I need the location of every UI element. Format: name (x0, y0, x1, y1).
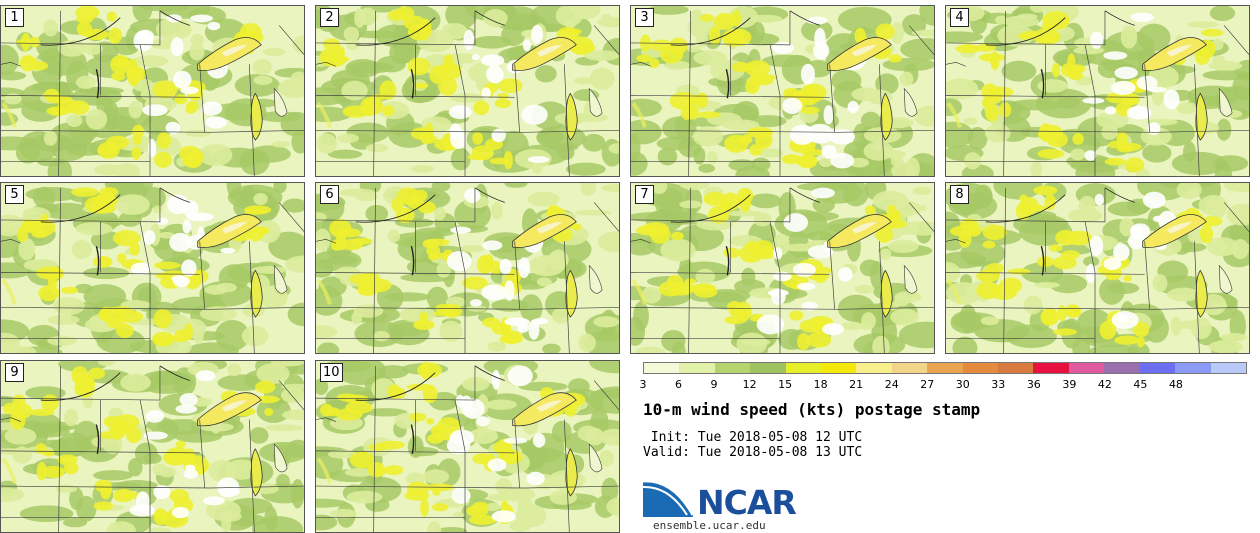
wind-speed-map (946, 183, 1249, 353)
colorbar-segment (962, 363, 999, 373)
ensemble-member-panel: 1 (0, 5, 305, 177)
colorbar-tick-label: 30 (955, 378, 970, 391)
ensemble-member-panel: 6 (315, 182, 620, 354)
colorbar-tick-label: 12 (742, 378, 757, 391)
member-number: 4 (950, 8, 969, 27)
ensemble-member-panel: 7 (630, 182, 935, 354)
colorbar-segment (998, 363, 1034, 373)
colorbar-segment (714, 363, 751, 373)
ensemble-member-panel: 2 (315, 5, 620, 177)
colorbar-segment (679, 363, 715, 373)
ensemble-member-panel: 4 (945, 5, 1250, 177)
colorbar-tick-label: 24 (884, 378, 899, 391)
wind-speed-map (1, 183, 304, 353)
wind-speed-map (1, 6, 304, 176)
colorbar-tick-label: 48 (1168, 378, 1183, 391)
colorbar-tick-label: 33 (991, 378, 1006, 391)
site-url[interactable]: ensemble.ucar.edu (653, 519, 766, 532)
ensemble-member-panel: 9 (0, 360, 305, 533)
colorbar-segment (750, 363, 786, 373)
colorbar-tick-label: 18 (813, 378, 828, 391)
member-number: 8 (950, 185, 969, 204)
colorbar-ticks: 3 6 9 12 15 18 21 24 27 30 33 36 39 42 45 48 (639, 378, 1247, 392)
colorbar-segment (927, 363, 963, 373)
init-time: Init: Tue 2018-05-08 12 UTC (643, 430, 863, 445)
colorbar-tick-label: 9 (710, 378, 718, 391)
ensemble-member-panel: 8 (945, 182, 1250, 354)
member-number: 7 (635, 185, 654, 204)
colorbar-tick-label: 42 (1097, 378, 1112, 391)
colorbar-tick-label: 3 (639, 378, 647, 391)
wind-speed-map (316, 361, 619, 532)
colorbar-segment (1104, 363, 1140, 373)
colorbar-tick-label: 36 (1026, 378, 1041, 391)
ensemble-member-panel: 5 (0, 182, 305, 354)
member-number: 3 (635, 8, 654, 27)
colorbar (643, 362, 1247, 374)
member-number: 9 (5, 363, 24, 382)
member-number: 6 (320, 185, 339, 204)
ncar-logo-icon (643, 477, 695, 517)
colorbar-tick-label: 45 (1133, 378, 1148, 391)
colorbar-tick-label: 6 (675, 378, 683, 391)
colorbar-segment (1139, 363, 1176, 373)
colorbar-segment (644, 363, 680, 373)
colorbar-segment (1033, 363, 1069, 373)
member-number: 5 (5, 185, 24, 204)
colorbar-segment (1175, 363, 1211, 373)
wind-speed-map (946, 6, 1249, 176)
wind-speed-map (1, 361, 304, 532)
ncar-wordmark: NCAR (697, 483, 797, 522)
colorbar-tick-label: 27 (920, 378, 935, 391)
member-number: 2 (320, 8, 339, 27)
member-number: 10 (320, 363, 343, 382)
valid-time: Valid: Tue 2018-05-08 13 UTC (643, 445, 863, 460)
wind-speed-map (631, 183, 934, 353)
wind-speed-map (316, 6, 619, 176)
colorbar-tick-label: 15 (778, 378, 793, 391)
colorbar-tick-label: 39 (1062, 378, 1077, 391)
colorbar-segment (1210, 363, 1246, 373)
ensemble-member-panel: 3 (630, 5, 935, 177)
ensemble-member-panel: 10 (315, 360, 620, 533)
wind-speed-map (631, 6, 934, 176)
figure-title: 10-m wind speed (kts) postage stamp (643, 400, 981, 419)
colorbar-segment (821, 363, 857, 373)
colorbar-tick-label: 21 (849, 378, 864, 391)
colorbar-segment (785, 363, 822, 373)
colorbar-segment (891, 363, 928, 373)
wind-speed-map (316, 183, 619, 353)
member-number: 1 (5, 8, 24, 27)
colorbar-segment (1068, 363, 1105, 373)
colorbar-segment (856, 363, 892, 373)
